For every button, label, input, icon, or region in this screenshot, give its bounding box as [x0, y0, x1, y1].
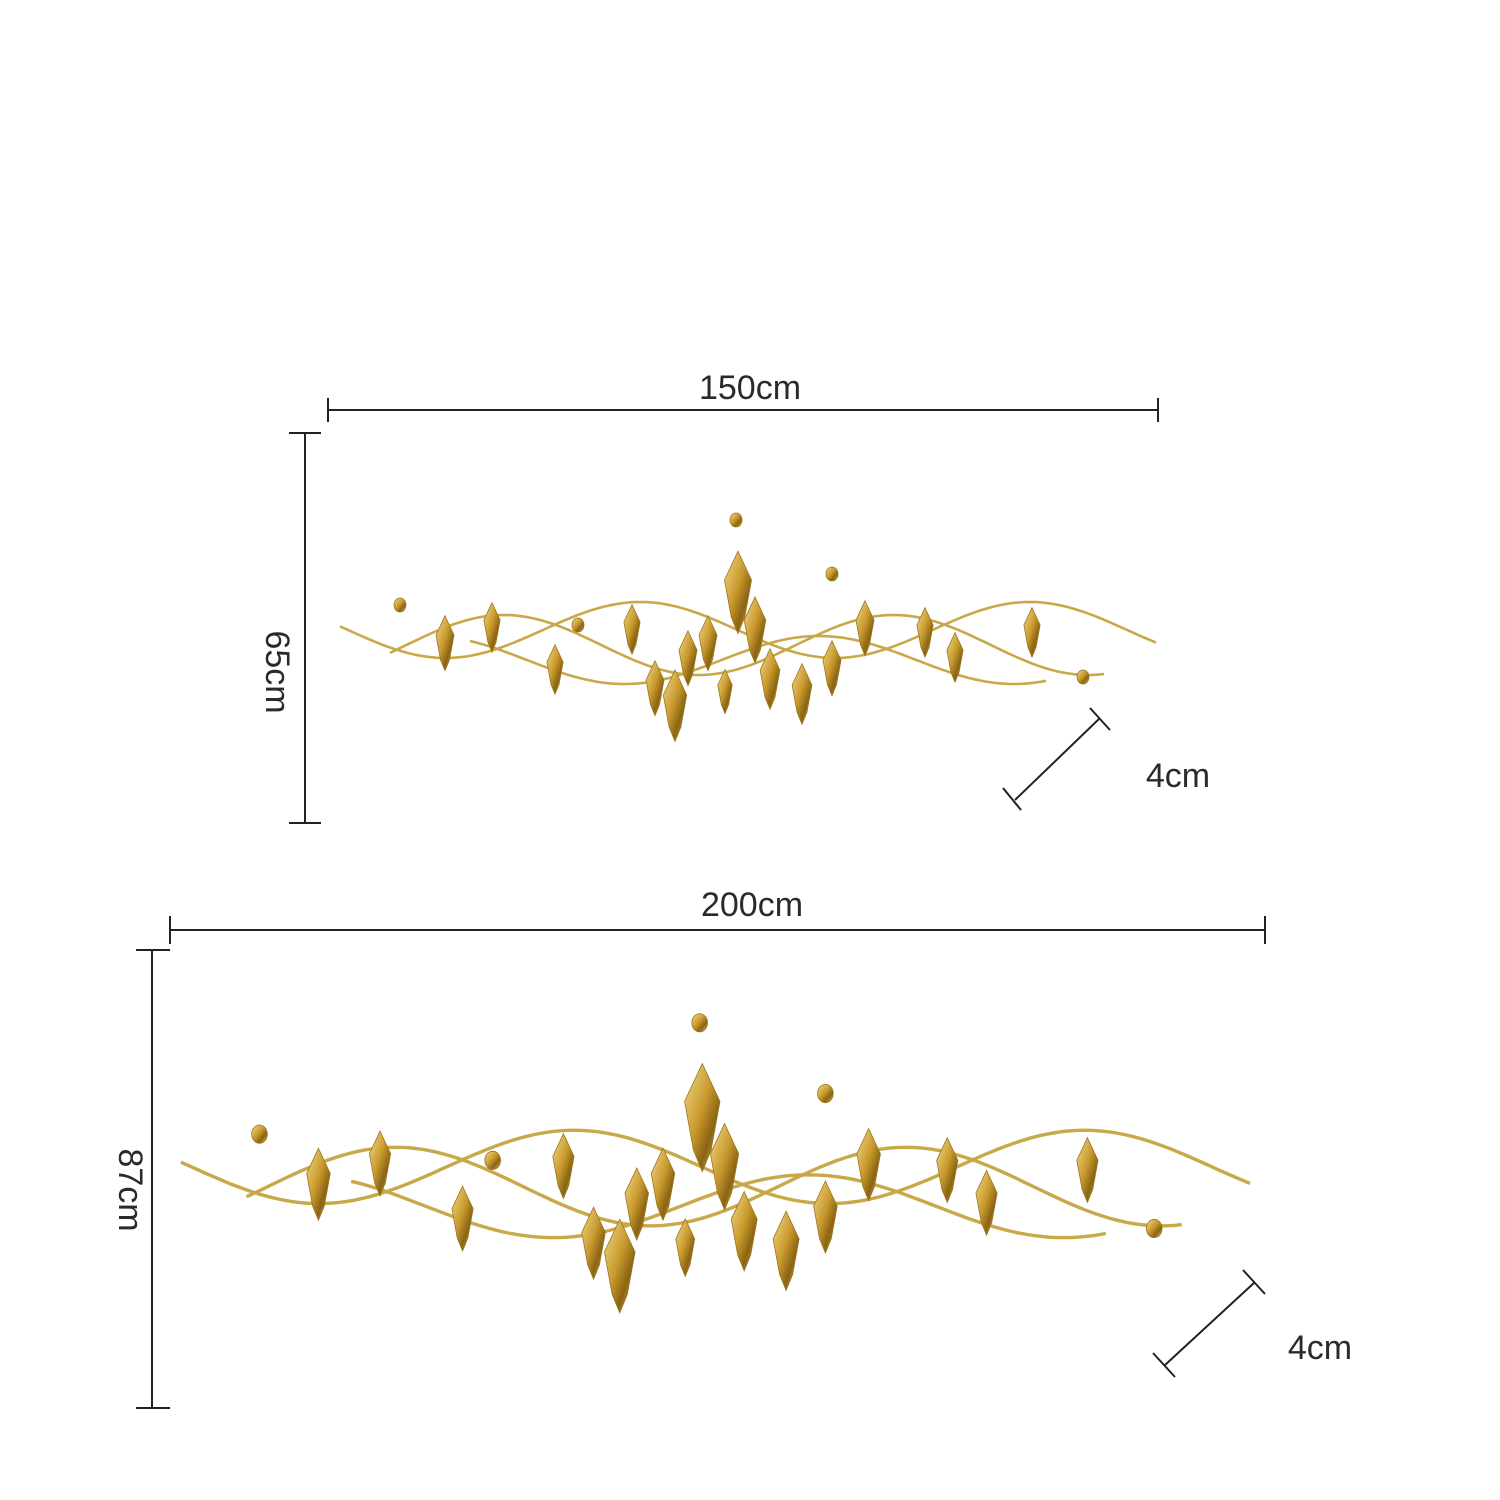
- crystal: [1023, 606, 1041, 659]
- wave-rod: [245, 1145, 1182, 1228]
- crystal: [435, 614, 455, 672]
- measure-cap: [1152, 1352, 1176, 1378]
- bead: [729, 512, 743, 528]
- crystal: [743, 595, 767, 664]
- crystal: [306, 1147, 331, 1222]
- bead: [1076, 669, 1090, 685]
- crystal: [581, 1206, 606, 1281]
- crystal: [624, 1166, 649, 1241]
- crystal: [855, 599, 875, 657]
- crystal: [552, 1132, 575, 1200]
- width-label: 150cm: [699, 369, 801, 407]
- bead: [571, 617, 585, 633]
- depth-measure: 4cm: [1002, 707, 1210, 811]
- bead: [691, 1013, 708, 1033]
- crystal: [662, 669, 688, 743]
- crystal: [822, 639, 842, 697]
- crystal: [772, 1210, 800, 1292]
- crystal: [684, 1062, 721, 1173]
- depth-label: 4cm: [1288, 1329, 1352, 1367]
- bead: [251, 1124, 268, 1144]
- crystal: [946, 631, 964, 684]
- crystal: [724, 550, 752, 635]
- crystal: [730, 1190, 758, 1272]
- crystal: [623, 603, 641, 656]
- crystal: [546, 643, 564, 696]
- crystal: [717, 668, 733, 715]
- width-label: 200cm: [701, 886, 803, 924]
- bead: [393, 597, 407, 613]
- crystal: [856, 1127, 881, 1202]
- measure-cap: [1089, 707, 1111, 731]
- depth-measure: 4cm: [1152, 1269, 1352, 1378]
- wall-art-large: [180, 945, 1251, 1397]
- wall-art-small: [339, 460, 1157, 806]
- crystal: [698, 614, 718, 672]
- measure-line: [1014, 717, 1101, 801]
- measure-line: [1164, 1281, 1256, 1366]
- crystal: [675, 1217, 696, 1278]
- crystal: [650, 1147, 676, 1222]
- height-measure: 65cm: [258, 432, 321, 824]
- crystal: [645, 659, 665, 717]
- width-measure: 150cm: [327, 369, 1159, 422]
- bead: [484, 1150, 501, 1170]
- crystal: [936, 1136, 959, 1204]
- measure-cap: [1242, 1269, 1266, 1295]
- crystal: [791, 662, 813, 726]
- crystal: [1076, 1136, 1099, 1204]
- wave-rod: [389, 613, 1105, 677]
- crystal: [483, 601, 501, 654]
- depth-label: 4cm: [1146, 757, 1210, 795]
- height-measure: 87cm: [111, 949, 170, 1409]
- crystal: [759, 647, 781, 711]
- bead: [1145, 1218, 1163, 1239]
- crystal: [709, 1122, 740, 1212]
- crystal: [604, 1218, 636, 1314]
- crystal: [368, 1130, 392, 1198]
- bead: [817, 1083, 834, 1104]
- crystal: [678, 629, 698, 687]
- crystal: [975, 1169, 998, 1237]
- height-label: 65cm: [258, 630, 296, 713]
- width-measure: 200cm: [169, 886, 1266, 944]
- bead: [825, 566, 839, 582]
- measure-cap: [1002, 787, 1022, 811]
- crystal: [813, 1180, 838, 1255]
- height-label: 87cm: [111, 1148, 149, 1231]
- crystal: [916, 606, 934, 659]
- crystal: [451, 1185, 474, 1253]
